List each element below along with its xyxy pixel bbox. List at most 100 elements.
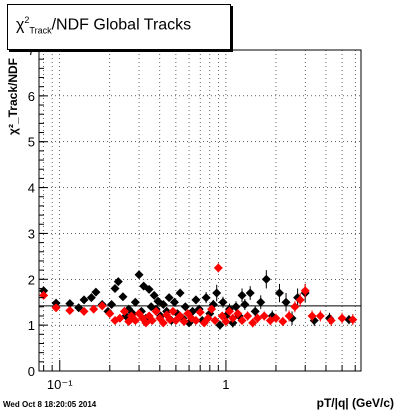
data-point	[228, 318, 238, 328]
data-point	[175, 288, 185, 298]
data-point	[212, 288, 222, 298]
data-point	[237, 316, 247, 326]
data-point	[348, 315, 358, 325]
data-point	[337, 313, 347, 323]
data-point	[231, 302, 241, 312]
axes: 0 1 2 3 4 5 6 7 10⁻¹ 1 χ²_Track/NDF	[6, 43, 356, 392]
data-point	[191, 316, 201, 326]
chart-title-box: χ2Track/NDF Global Tracks	[7, 4, 231, 50]
title-rest: /NDF Global Tracks	[51, 16, 192, 34]
data-point	[228, 313, 238, 323]
data-point	[237, 290, 247, 300]
data-point	[180, 302, 190, 312]
data-point	[74, 303, 84, 313]
data-point	[271, 313, 281, 323]
data-point	[203, 313, 213, 323]
data-point	[278, 316, 288, 326]
data-point	[215, 320, 225, 330]
title-sup: 2	[24, 15, 30, 25]
data-point	[134, 270, 144, 280]
data-point	[105, 309, 115, 319]
data-point	[300, 286, 310, 296]
data-point	[284, 311, 294, 321]
data-point	[65, 299, 75, 309]
title-chi: χ	[16, 16, 25, 34]
data-point	[210, 316, 220, 326]
data-point	[158, 318, 168, 328]
y-tick-label: 5	[28, 135, 35, 150]
data-point	[86, 293, 96, 303]
data-point	[191, 295, 201, 305]
data-point	[195, 307, 205, 317]
data-point	[259, 311, 269, 321]
y-tick-label: 7	[28, 43, 35, 58]
y-tick-label: 3	[28, 226, 35, 241]
data-point	[245, 288, 255, 298]
x-tick-label: 1	[222, 377, 229, 392]
data-point	[217, 311, 227, 321]
data-point	[218, 297, 228, 307]
data-point	[243, 311, 253, 321]
data-point	[51, 303, 61, 313]
data-point	[213, 263, 223, 273]
y-tick-label: 0	[28, 364, 35, 379]
data-point	[248, 318, 258, 328]
data-point	[79, 306, 89, 316]
data-point	[79, 295, 89, 305]
y-tick-label: 4	[28, 181, 35, 196]
data-point	[39, 286, 49, 296]
grid-lines	[39, 50, 361, 371]
x-tick-label: 10⁻¹	[47, 377, 73, 392]
data-point	[250, 306, 260, 316]
data-point	[113, 277, 123, 287]
data-point	[295, 295, 305, 305]
data-point	[39, 290, 49, 300]
data-point	[326, 316, 336, 326]
data-point	[290, 302, 300, 312]
data-point	[256, 297, 266, 307]
data-point	[144, 284, 154, 294]
y-tick-label: 2	[28, 272, 35, 287]
data-point	[115, 313, 125, 323]
data-point	[221, 316, 231, 326]
data-point	[89, 304, 99, 314]
data-point	[281, 297, 291, 307]
data-point	[91, 287, 101, 297]
data-point	[97, 301, 107, 311]
data-point	[130, 316, 140, 326]
timestamp: Wed Oct 8 18:20:05 2014	[3, 400, 97, 409]
x-axis-label: pT/|q| (GeV/c)	[317, 396, 394, 410]
data-point	[224, 306, 234, 316]
data-point	[110, 283, 120, 293]
data-point	[158, 300, 168, 310]
chart-title: χ2Track/NDF Global Tracks	[16, 15, 191, 36]
y-tick-label: 6	[28, 89, 35, 104]
data-point	[179, 316, 189, 326]
data-point	[51, 298, 61, 308]
data-point	[175, 311, 185, 321]
data-point	[164, 293, 174, 303]
data-point	[149, 290, 159, 300]
data-point	[165, 315, 175, 325]
y-tick-label: 1	[28, 318, 35, 333]
y-axis-label: χ²_Track/NDF	[6, 58, 20, 135]
data-point	[118, 292, 128, 302]
data-point	[151, 306, 161, 316]
data-point	[315, 311, 325, 321]
title-sub: Track	[29, 25, 52, 36]
data-point	[147, 316, 157, 326]
data-point	[307, 311, 317, 321]
data-point	[130, 297, 140, 307]
data-point	[169, 297, 179, 307]
data-point	[233, 309, 243, 319]
data-point	[168, 306, 178, 316]
data-point	[274, 288, 284, 298]
data-point	[240, 300, 250, 310]
series-red	[39, 263, 358, 328]
data-point	[261, 274, 271, 284]
data-point	[207, 304, 217, 314]
data-point	[65, 305, 75, 315]
data-point	[201, 293, 211, 303]
data-point	[107, 300, 117, 310]
